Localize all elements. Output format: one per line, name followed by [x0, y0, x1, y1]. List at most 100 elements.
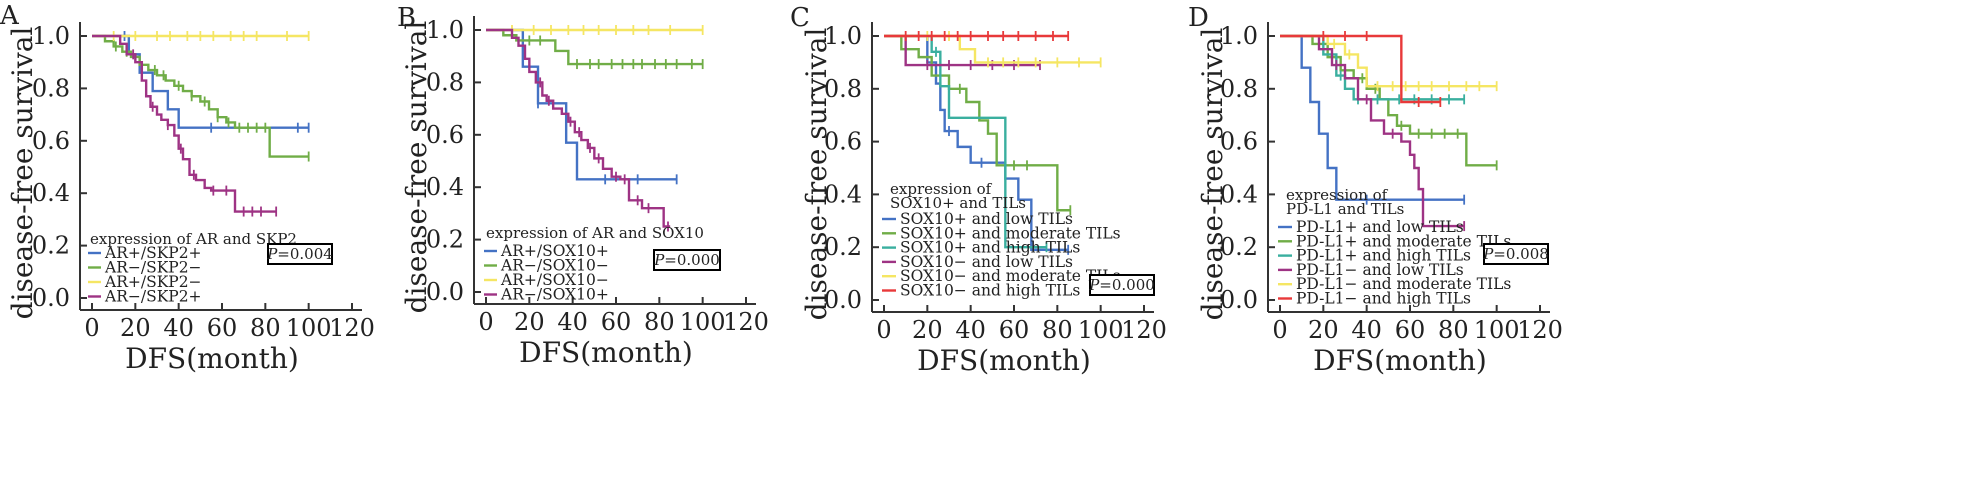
km-series-0	[1280, 34, 1466, 205]
km-curve	[1280, 34, 1497, 88]
p-value-number: =0.000	[664, 251, 720, 269]
legend-title: expression of AR and SKP2	[90, 230, 297, 248]
km-series-3	[92, 34, 278, 217]
y-tick-label: 0.2	[824, 233, 862, 261]
legend-entry: PD-L1+ and moderate TILs	[1296, 232, 1511, 250]
p-value-box: P=0.004	[266, 243, 333, 265]
x-tick-label: 40	[163, 314, 194, 342]
x-axis-label: DFS(month)	[1313, 344, 1487, 377]
km-curve	[1280, 34, 1497, 167]
km-series-2	[884, 34, 1048, 253]
km-curve	[92, 34, 309, 129]
p-value-frame	[1089, 274, 1155, 296]
x-tick-label: 100	[1474, 316, 1520, 344]
y-tick-label: 0.8	[1220, 75, 1258, 103]
x-tick-label: 120	[1517, 316, 1563, 344]
km-curve	[884, 34, 1040, 67]
legend-title: expression of AR and SOX10	[486, 224, 704, 242]
p-value-number: =0.004	[277, 245, 333, 263]
x-tick-label: 80	[644, 308, 675, 336]
x-tick-label: 0	[84, 314, 99, 342]
y-tick-label: 0.6	[824, 128, 862, 156]
km-curve	[884, 34, 1047, 249]
x-tick-label: 20	[912, 316, 943, 344]
y-tick-label: 0.0	[426, 278, 464, 306]
y-tick-label: 0.8	[32, 74, 70, 102]
y-axis-label: disease-free survival	[6, 27, 39, 320]
y-tick-label: 0.8	[824, 75, 862, 103]
x-tick-label: 60	[999, 316, 1030, 344]
y-tick-label: 0.4	[824, 180, 862, 208]
y-tick-label: 0.0	[1220, 286, 1258, 314]
y-axis-label: disease-free survival	[400, 21, 433, 314]
km-series-5	[884, 31, 1070, 41]
legend-entry: AR−/SOX10−	[500, 257, 609, 275]
x-tick-label: 60	[1395, 316, 1426, 344]
x-axis-label: DFS(month)	[917, 344, 1091, 377]
km-series-1	[884, 34, 1072, 216]
legend-entry: PD-L1− and low TILs	[1296, 261, 1464, 279]
p-value-frame	[267, 243, 333, 265]
legend-title-line-2: SOX10+ and TILs	[890, 194, 1026, 212]
legend-title-line-1: expression of	[1286, 186, 1389, 204]
p-value-frame	[1483, 243, 1549, 265]
km-curve	[884, 34, 1071, 212]
panel-letter: C	[790, 3, 810, 33]
p-value-frame	[653, 249, 721, 271]
p-value-text: P=0.000	[653, 251, 720, 269]
y-tick-label: 0.2	[32, 232, 70, 260]
legend-entry: SOX10+ and high TILs	[900, 239, 1080, 257]
panel-letter: D	[1188, 3, 1209, 33]
x-tick-label: 20	[120, 314, 151, 342]
x-tick-label: 100	[1078, 316, 1124, 344]
y-tick-label: 0.2	[1220, 233, 1258, 261]
y-tick-label: 0.2	[426, 226, 464, 254]
legend-entry: PD-L1− and high TILs	[1296, 290, 1471, 308]
km-curve	[486, 28, 671, 228]
x-tick-label: 80	[1042, 316, 1073, 344]
x-axis-label: DFS(month)	[125, 342, 299, 375]
x-tick-label: 100	[286, 314, 332, 342]
legend-entry: AR+/SKP2+	[104, 244, 202, 262]
legend-title-line-1: expression of	[890, 180, 993, 198]
km-series-3	[884, 34, 1041, 71]
km-curve	[1280, 34, 1465, 201]
x-tick-label: 60	[207, 314, 238, 342]
p-value-text: P=0.000	[1088, 276, 1155, 294]
y-tick-label: 0.4	[426, 173, 464, 201]
x-tick-label: 20	[1308, 316, 1339, 344]
legend-entry: AR−/SOX10+	[500, 286, 609, 304]
legend-entry: SOX10+ and moderate TILs	[900, 224, 1121, 242]
y-tick-label: 0.0	[32, 284, 70, 312]
y-tick-label: 0.6	[32, 127, 70, 155]
x-tick-label: 120	[329, 314, 375, 342]
legend-entry: SOX10+ and low TILs	[900, 210, 1073, 228]
legend-entry: PD-L1+ and low TILs	[1296, 218, 1464, 236]
legend: expression of AR and SKP2AR+/SKP2+AR−/SK…	[88, 230, 297, 306]
y-tick-label: 0.0	[824, 286, 862, 314]
x-tick-label: 0	[1272, 316, 1287, 344]
panel-letter: A	[0, 1, 20, 31]
km-curve	[486, 28, 703, 66]
legend-entry: AR+/SOX10+	[500, 242, 609, 260]
km-curve	[1280, 34, 1441, 104]
y-tick-label: 1.0	[1220, 22, 1258, 50]
x-tick-label: 20	[514, 308, 545, 336]
km-series-1	[486, 28, 704, 70]
legend-entry: PD-L1− and moderate TILs	[1296, 275, 1511, 293]
legend-title-line-2: PD-L1 and TILs	[1286, 200, 1404, 218]
x-tick-label: 40	[557, 308, 588, 336]
km-curve	[486, 28, 677, 181]
legend-entry: SOX10− and moderate TILs	[900, 267, 1121, 285]
legend-entry: AR+/SOX10−	[500, 271, 609, 289]
legend-entry: SOX10− and high TILs	[900, 282, 1080, 300]
x-tick-label: 80	[1438, 316, 1469, 344]
y-tick-label: 0.8	[426, 68, 464, 96]
km-series-1	[92, 34, 310, 162]
y-tick-label: 1.0	[824, 22, 862, 50]
x-tick-label: 120	[1121, 316, 1167, 344]
y-tick-label: 1.0	[426, 16, 464, 44]
p-value-number: =0.000	[1099, 276, 1155, 294]
